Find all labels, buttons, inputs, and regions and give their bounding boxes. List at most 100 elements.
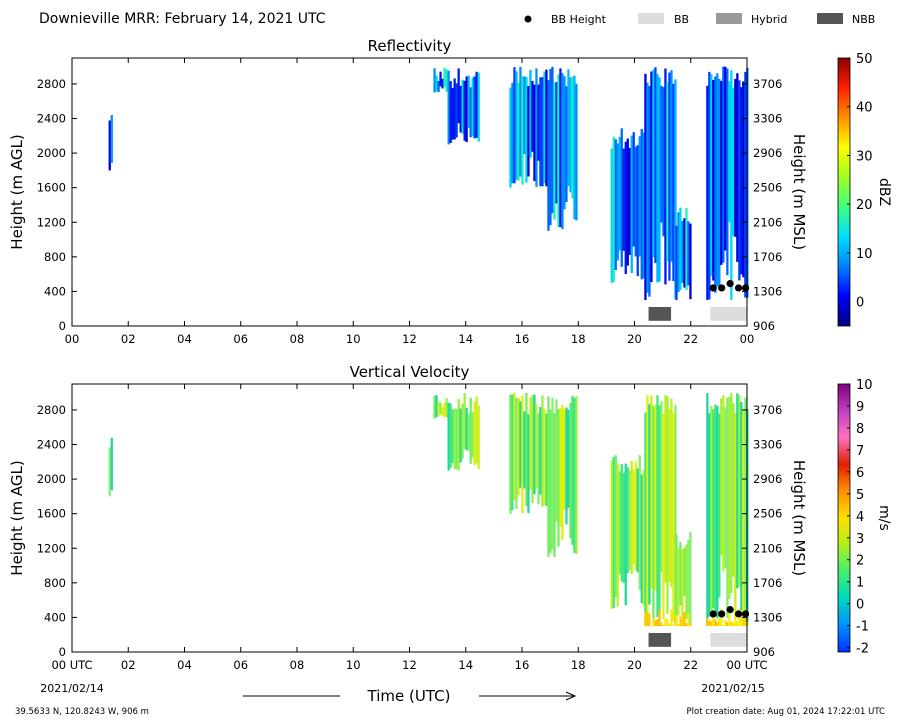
legend: BB Height BB Hybrid NBB	[524, 13, 875, 26]
echo-cell	[626, 138, 629, 266]
echo-cell	[575, 83, 578, 221]
echo-cell	[656, 395, 659, 618]
echo-cell	[706, 393, 709, 627]
echo-cell	[557, 74, 560, 228]
bb-height-point	[734, 610, 743, 618]
echo-cell	[455, 409, 458, 470]
legend-nbb-swatch	[817, 13, 843, 24]
x-tick-label: 12	[402, 332, 417, 346]
echo-cell	[465, 76, 468, 143]
echo-cell	[509, 394, 512, 514]
echo-cell	[646, 395, 649, 613]
x-tick-label: 08	[290, 332, 305, 346]
echo-cell	[646, 612, 649, 627]
legend-bb-swatch	[638, 13, 664, 24]
bb-height-point	[741, 284, 750, 292]
echo-cell	[539, 77, 542, 187]
y2-tick-label: 1306	[753, 610, 782, 624]
echo-cell	[628, 470, 631, 571]
echo-cell	[525, 393, 528, 507]
echo-cell	[612, 457, 615, 609]
colorbar-tick-label: -1	[856, 620, 869, 635]
echo-cell	[708, 71, 711, 300]
echo-cell	[632, 132, 635, 247]
echo-cell	[457, 398, 460, 471]
echo-cell	[614, 455, 617, 598]
y-tick-label: 0	[59, 319, 66, 333]
y2-tick-label: 2906	[753, 146, 782, 160]
x-tick-label: 22	[683, 658, 698, 672]
echo-cell	[742, 618, 745, 626]
echo-field	[108, 66, 749, 301]
y-tick-label: 0	[59, 645, 66, 659]
echo-cell	[543, 409, 546, 505]
echo-cell	[475, 396, 478, 464]
y-tick-label: 2000	[37, 146, 66, 160]
x-tick-label: 10	[346, 332, 361, 346]
echo-cell	[687, 539, 690, 619]
echo-cell	[716, 622, 719, 627]
echo-cell	[565, 407, 568, 525]
y-tick-label: 2400	[37, 112, 66, 126]
echo-cell	[630, 460, 633, 575]
echo-cell	[624, 141, 627, 274]
echo-cell	[644, 612, 647, 626]
echo-cell	[675, 615, 678, 627]
echo-cell	[449, 81, 452, 143]
echo-cell	[672, 83, 675, 281]
echo-cell	[708, 413, 711, 617]
echo-cell	[626, 466, 629, 574]
echo-cell	[648, 86, 651, 297]
legend-bb-label: BB	[674, 13, 689, 26]
band-bb-box	[710, 632, 747, 647]
echo-cell	[726, 68, 729, 276]
echo-cell	[477, 405, 480, 470]
echo-cell	[539, 407, 542, 495]
x-tick-label: 16	[515, 332, 530, 346]
echo-cell	[563, 408, 566, 510]
echo-cell	[736, 621, 739, 627]
echo-cell	[666, 618, 669, 627]
echo-cell	[706, 85, 709, 300]
echo-cell	[469, 87, 472, 138]
x-tick-label: 08	[290, 658, 305, 672]
colorbar-tick-label: 20	[856, 198, 873, 213]
colorbar-tick-label: -2	[856, 642, 869, 657]
y-tick-label: 800	[44, 576, 66, 590]
echo-cell	[662, 413, 665, 620]
echo-cell	[644, 73, 647, 301]
end-date: 2021/02/15	[701, 682, 764, 695]
echo-cell	[734, 79, 737, 237]
echo-cell	[666, 396, 669, 614]
y2-axis-label: Height (m MSL)	[790, 134, 808, 250]
echo-cell	[531, 395, 534, 504]
panel-title: Vertical Velocity	[350, 363, 470, 381]
echo-cell	[533, 394, 536, 495]
echo-cell	[555, 82, 558, 204]
echo-cell	[445, 398, 448, 418]
echo-cell	[622, 148, 625, 251]
echo-cell	[110, 437, 113, 491]
echo-cell	[439, 402, 442, 414]
echo-cell	[451, 409, 454, 464]
echo-cell	[730, 392, 733, 594]
time-axis-label-group: Time (UTC)	[243, 687, 577, 705]
echo-cell	[561, 404, 564, 540]
echo-cell	[519, 401, 522, 488]
panel-title: Reflectivity	[368, 37, 452, 55]
bb-height-point	[741, 610, 750, 618]
echo-cell	[571, 76, 574, 199]
x-tick-label: 02	[121, 658, 136, 672]
echo-cell	[612, 136, 615, 282]
y-axis-label: Height (m AGL)	[8, 460, 26, 575]
echo-cell	[638, 455, 641, 590]
y-tick-label: 1200	[37, 215, 66, 229]
y-tick-label: 1600	[37, 507, 66, 521]
echo-cell	[712, 79, 715, 281]
echo-cell	[730, 621, 733, 626]
echo-cell	[648, 613, 651, 627]
echo-cell	[463, 80, 466, 141]
